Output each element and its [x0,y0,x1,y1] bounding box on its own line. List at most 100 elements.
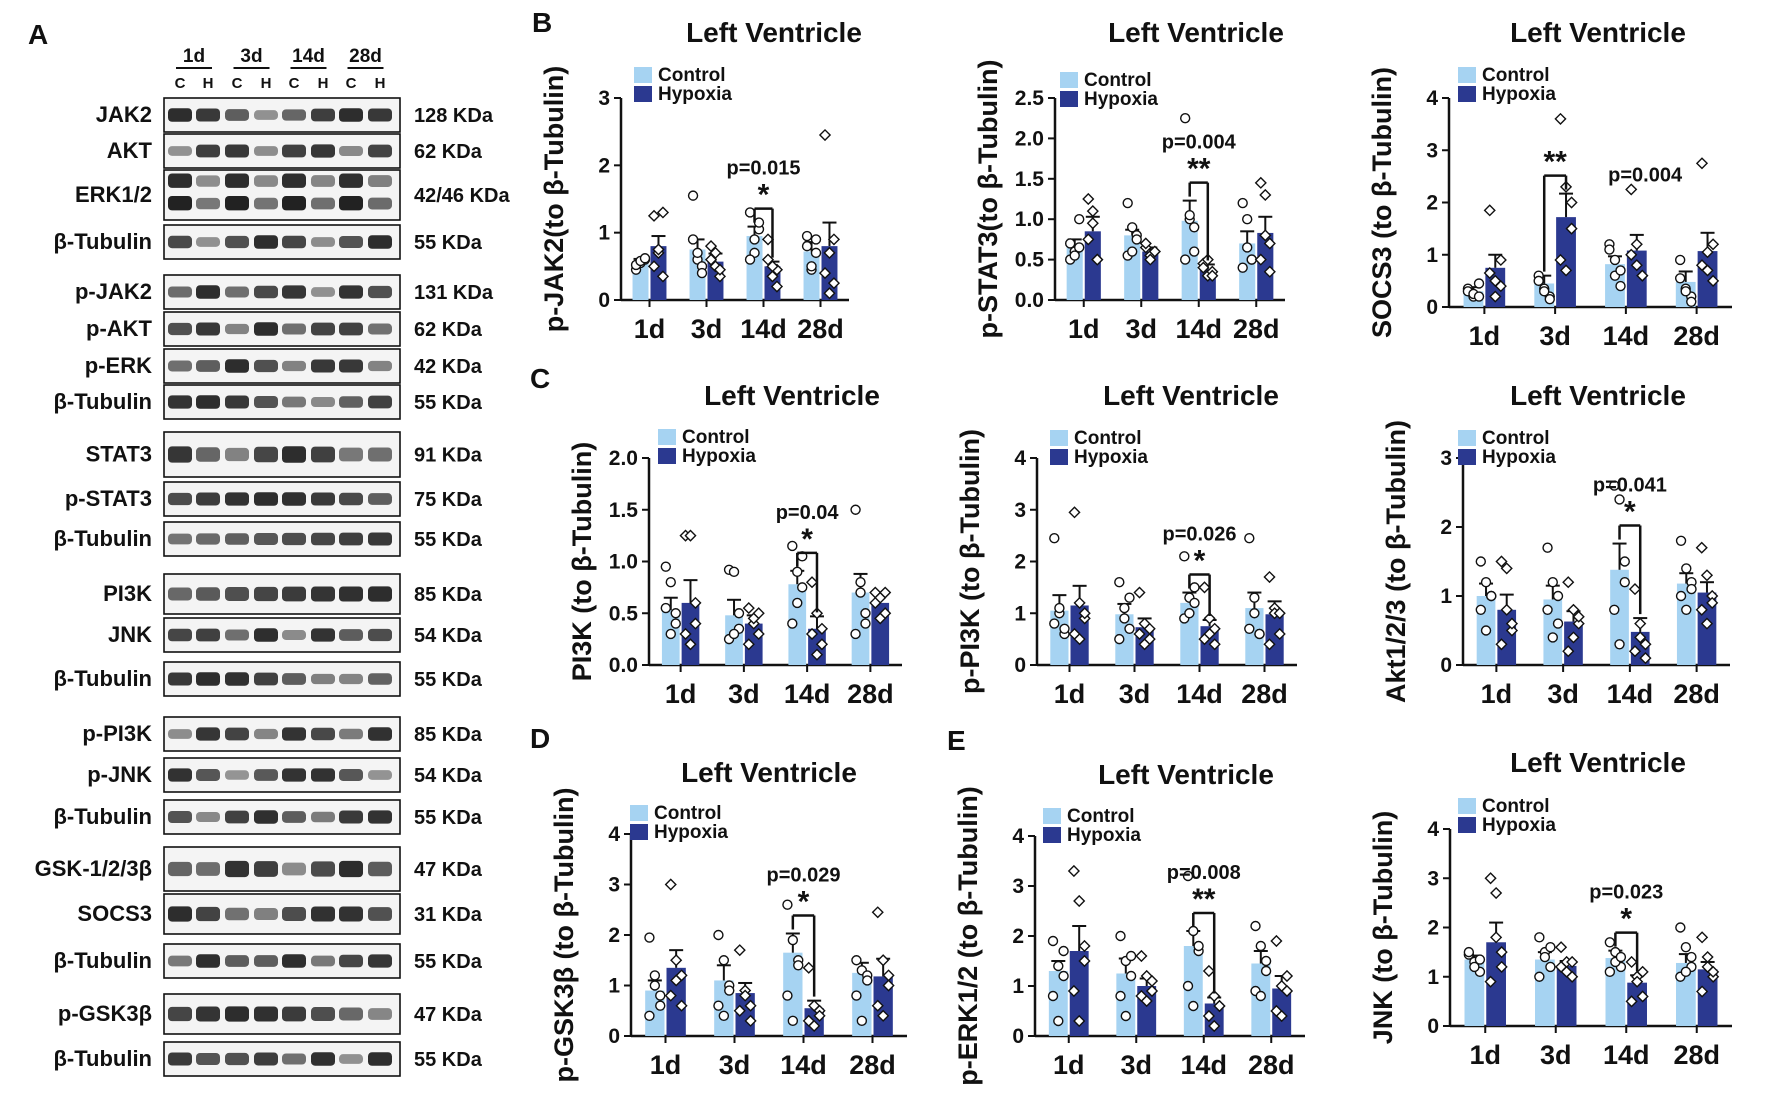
legend-label-control: Control [658,65,726,86]
data-point-hypoxia [1091,253,1104,266]
x-tick-label: 3d [1119,679,1151,709]
panel-letter-c: C [530,363,550,394]
data-point-hypoxia [1078,939,1091,953]
data-point-control [1545,942,1556,953]
data-point-hypoxia [1625,995,1638,1008]
chart-1: Left Ventricle p-JAK2(to β-Tubulin) 0 1 2 3 1d… [539,17,862,344]
data-point-hypoxia [813,1009,826,1022]
y-tick-label: 0.5 [1015,249,1045,272]
blot-band [311,628,335,642]
data-point-hypoxia [818,266,832,280]
y-axis-label: JNK (to β-Tubulin) [1368,811,1398,1044]
data-point-hypoxia [1140,994,1153,1008]
legend-swatch-hypoxia [1060,91,1078,107]
blot-band [368,323,392,335]
data-point-control [1047,935,1059,947]
x-tick-label: 14d [784,679,831,709]
data-point-control [1614,494,1625,505]
bar-control [1116,973,1136,1036]
blot-band [339,285,363,299]
blot-band [282,954,306,968]
data-point-hypoxia [1073,633,1086,646]
blot-label: β-Tubulin [53,229,152,254]
y-tick-label: 1 [598,222,610,245]
data-point-control [1539,951,1551,963]
data-point-control [1059,623,1070,634]
data-point-hypoxia [1566,955,1579,969]
blot-band [368,628,392,642]
blot-band [196,492,220,506]
data-point-control [797,582,808,593]
data-point-hypoxia [1206,269,1219,282]
x-tick-label: 1d [1053,1050,1085,1080]
x-tick-label: 14d [780,1050,827,1080]
lane-label: C [175,75,186,92]
blot-band [339,196,363,211]
data-point-hypoxia [805,576,819,589]
x-tick-label: 1d [634,314,666,344]
data-point-control [1179,254,1191,265]
data-point-hypoxia [871,906,884,919]
data-point-control [1619,556,1630,567]
legend-swatch-control [1458,67,1476,83]
blot-label: JAK2 [96,102,152,127]
timepoint-label-1d: 1d [183,46,205,67]
y-axis-label: SOCS3 (to β-Tubulin) [1367,67,1397,338]
data-point-hypoxia [1495,946,1508,959]
blot-band [282,768,306,782]
y-tick-label: 4 [1426,87,1438,110]
data-point-control [733,608,745,619]
data-point-control [851,955,862,966]
data-point-control [670,618,681,629]
data-point-hypoxia [802,961,815,974]
data-point-hypoxia [1700,617,1714,630]
data-point-control [724,985,735,996]
y-tick-label: 2 [598,154,610,177]
blot-band [168,906,192,922]
blot-size: 55 KDa [414,232,483,254]
timepoint-label-14d: 14d [292,46,325,67]
blot-band [168,729,192,739]
blot-size: 55 KDa [414,807,483,829]
legend-label-hypoxia: Hypoxia [1482,815,1556,836]
blot-size: 55 KDa [414,529,483,551]
blot-band [368,493,392,505]
data-point-hypoxia [1254,176,1267,189]
data-point-hypoxia [1068,506,1081,519]
bar-charts: Left Ventricle p-JAK2(to β-Tubulin) 0 1 2 3 1d… [539,17,1732,1086]
x-tick-label: 14d [1176,679,1223,709]
bar-hypoxia [1556,217,1576,307]
data-point-hypoxia [1639,652,1652,665]
blot-band [339,447,363,462]
y-tick-label: 1 [1427,966,1439,989]
chart-title: Left Ventricle [704,380,880,411]
data-point-hypoxia [1082,233,1095,246]
y-tick-label: 1.5 [1015,168,1045,191]
blot-band [311,1052,335,1066]
data-point-control [660,561,672,572]
data-point-hypoxia [1628,583,1642,596]
data-point-hypoxia [1263,265,1276,278]
bar-hypoxia [1697,969,1718,1026]
blot-band [282,586,306,602]
data-point-control [1126,246,1138,257]
data-point-control [687,190,699,201]
data-point-hypoxia [739,989,752,1002]
legend-label-hypoxia: Hypoxia [1482,84,1556,105]
blot-band [368,235,392,249]
data-point-control [644,1010,655,1021]
data-point-control [1131,234,1142,245]
data-point-control [665,577,676,588]
y-tick-label: 0 [608,1025,620,1048]
data-point-hypoxia [1565,196,1578,209]
blot-band [225,1052,249,1066]
blot-band [196,285,220,299]
data-point-hypoxia [1263,638,1276,651]
blot-band [168,446,192,463]
data-point-control [728,628,740,640]
p-value-label: p=0.04 [776,502,840,524]
blot-band [254,672,278,686]
legend-swatch-hypoxia [1050,449,1068,465]
x-tick-label: 3d [1547,679,1579,709]
blot-band [254,955,278,967]
